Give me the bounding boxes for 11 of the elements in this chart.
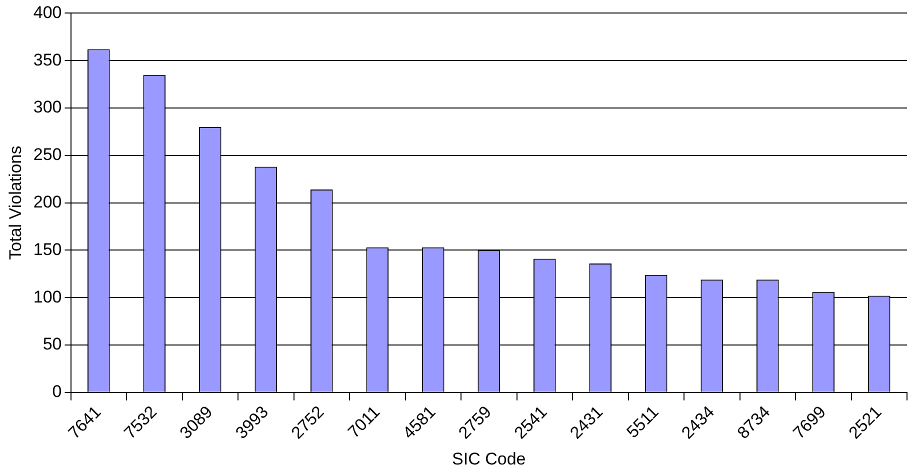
x-axis-title: SIC Code (452, 449, 526, 468)
y-tick-label: 250 (33, 145, 62, 164)
y-tick-label: 200 (33, 192, 62, 212)
y-tick-label: 400 (33, 2, 62, 22)
y-tick-label: 300 (33, 98, 62, 117)
y-tick-label: 0 (52, 382, 62, 402)
y-tick-label: 150 (33, 240, 62, 259)
y-tick-label: 350 (33, 50, 62, 70)
y-tick-label: 50 (42, 334, 62, 354)
y-axis-title: Total Violations (6, 146, 25, 260)
y-tick-label: 100 (33, 287, 62, 306)
